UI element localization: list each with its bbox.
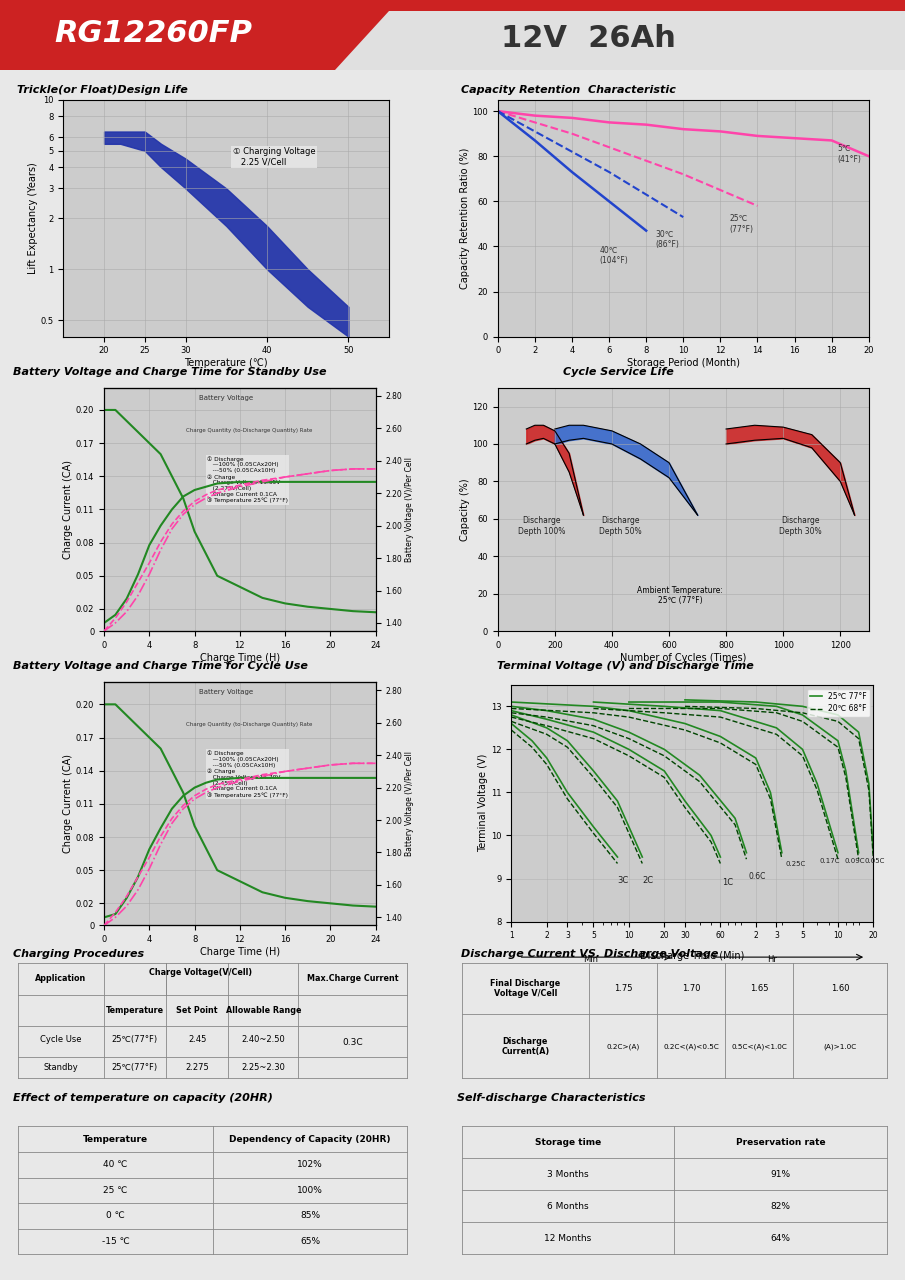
Text: 3 Months: 3 Months [548, 1170, 588, 1179]
Text: ① Discharge
   —100% (0.05CAx20H)
   ---50% (0.05CAx10H)
② Charge
   Charge Volt: ① Discharge —100% (0.05CAx20H) ---50% (0… [207, 456, 289, 503]
Text: Effect of temperature on capacity (20HR): Effect of temperature on capacity (20HR) [14, 1093, 273, 1103]
Text: Charge Voltage(V/Cell): Charge Voltage(V/Cell) [149, 968, 252, 977]
Text: -15 ℃: -15 ℃ [101, 1236, 129, 1247]
Text: 2C: 2C [643, 876, 653, 884]
Text: 0.2C<(A)<0.5C: 0.2C<(A)<0.5C [663, 1043, 719, 1050]
Text: 1.75: 1.75 [614, 984, 633, 993]
Text: 0.17C: 0.17C [820, 859, 840, 864]
Text: 1.65: 1.65 [750, 984, 768, 993]
Text: 2.45: 2.45 [188, 1034, 206, 1043]
Text: Charge Quantity (to-Discharge Quantity) Rate: Charge Quantity (to-Discharge Quantity) … [186, 428, 312, 433]
Text: Allowable Range: Allowable Range [225, 1006, 301, 1015]
Text: 0.05C: 0.05C [864, 859, 884, 864]
Text: Set Point: Set Point [176, 1006, 218, 1015]
Text: Battery Voltage: Battery Voltage [199, 690, 253, 695]
Text: 25 ℃: 25 ℃ [103, 1185, 128, 1196]
Text: 3C: 3C [617, 876, 629, 884]
Text: Preservation rate: Preservation rate [736, 1138, 825, 1147]
Y-axis label: Charge Current (CA): Charge Current (CA) [63, 754, 73, 854]
Legend: 25℃ 77°F, 20℃ 68°F: 25℃ 77°F, 20℃ 68°F [807, 689, 870, 717]
Text: Standby: Standby [43, 1062, 78, 1071]
Text: 2.25~2.30: 2.25~2.30 [242, 1062, 285, 1071]
Y-axis label: Battery Voltage (V)/Per Cell: Battery Voltage (V)/Per Cell [405, 751, 414, 856]
Text: 1C: 1C [722, 878, 733, 887]
Text: 12V  26Ah: 12V 26Ah [500, 24, 676, 54]
Text: RG12260FP: RG12260FP [55, 19, 252, 49]
Text: 5℃
(41°F): 5℃ (41°F) [837, 145, 862, 164]
X-axis label: Number of Cycles (Times): Number of Cycles (Times) [620, 653, 747, 663]
X-axis label: Discharge Time (Min): Discharge Time (Min) [640, 951, 745, 961]
Text: Temperature: Temperature [83, 1134, 148, 1144]
Text: Hr: Hr [767, 955, 776, 964]
Text: 1.70: 1.70 [682, 984, 700, 993]
Text: Cycle Service Life: Cycle Service Life [563, 367, 674, 378]
Text: Final Discharge
Voltage V/Cell: Final Discharge Voltage V/Cell [491, 979, 560, 998]
Text: 0 ℃: 0 ℃ [106, 1211, 125, 1221]
Text: Battery Voltage: Battery Voltage [199, 396, 253, 401]
X-axis label: Charge Time (H): Charge Time (H) [200, 947, 280, 957]
Text: 25℃(77°F): 25℃(77°F) [112, 1034, 157, 1043]
Text: 64%: 64% [770, 1234, 791, 1243]
Text: Charging Procedures: Charging Procedures [14, 948, 144, 959]
Text: 40 ℃: 40 ℃ [103, 1160, 128, 1170]
Y-axis label: Capacity Retention Ratio (%): Capacity Retention Ratio (%) [460, 147, 470, 289]
Text: 0.25C: 0.25C [786, 860, 805, 867]
Text: ① Charging Voltage
   2.25 V/Cell: ① Charging Voltage 2.25 V/Cell [233, 147, 315, 166]
Y-axis label: Terminal Voltage (V): Terminal Voltage (V) [478, 754, 488, 852]
Text: Application: Application [35, 974, 87, 983]
Text: Max.Charge Current: Max.Charge Current [307, 974, 398, 983]
Y-axis label: Charge Current (CA): Charge Current (CA) [63, 460, 73, 559]
Text: (A)>1.0C: (A)>1.0C [824, 1043, 857, 1050]
Text: Battery Voltage and Charge Time for Standby Use: Battery Voltage and Charge Time for Stan… [14, 367, 327, 378]
Y-axis label: Lift Expectancy (Years): Lift Expectancy (Years) [28, 163, 38, 274]
Text: Discharge
Depth 30%: Discharge Depth 30% [779, 516, 822, 536]
Text: ① Discharge
   —100% (0.05CAx20H)
   ---50% (0.05CAx10H)
② Charge
   Charge Volt: ① Discharge —100% (0.05CAx20H) ---50% (0… [207, 750, 289, 797]
Text: Discharge
Depth 100%: Discharge Depth 100% [519, 516, 566, 536]
X-axis label: Temperature (℃): Temperature (℃) [185, 358, 268, 369]
Text: 0.2C>(A): 0.2C>(A) [606, 1043, 640, 1050]
Text: Min: Min [584, 955, 598, 964]
Text: Cycle Use: Cycle Use [40, 1034, 81, 1043]
Text: 0.09C: 0.09C [844, 859, 865, 864]
Text: Storage time: Storage time [535, 1138, 601, 1147]
Text: Charge Quantity (to-Discharge Quantity) Rate: Charge Quantity (to-Discharge Quantity) … [186, 722, 312, 727]
Text: Battery Voltage and Charge Time for Cycle Use: Battery Voltage and Charge Time for Cycl… [14, 662, 308, 672]
Y-axis label: Battery Voltage (V)/Per Cell: Battery Voltage (V)/Per Cell [405, 457, 414, 562]
Text: 25℃
(77°F): 25℃ (77°F) [729, 214, 754, 233]
Text: 12 Months: 12 Months [544, 1234, 592, 1243]
Text: Self-discharge Characteristics: Self-discharge Characteristics [457, 1093, 645, 1103]
Y-axis label: Capacity (%): Capacity (%) [460, 479, 470, 540]
Text: 25℃(77°F): 25℃(77°F) [112, 1062, 157, 1071]
Text: Temperature: Temperature [106, 1006, 164, 1015]
Text: 40℃
(104°F): 40℃ (104°F) [600, 246, 629, 265]
Text: 91%: 91% [770, 1170, 791, 1179]
Text: 100%: 100% [297, 1185, 323, 1196]
Text: Dependency of Capacity (20HR): Dependency of Capacity (20HR) [229, 1134, 391, 1144]
Text: Discharge
Current(A): Discharge Current(A) [501, 1037, 549, 1056]
Text: 6 Months: 6 Months [548, 1202, 588, 1211]
Polygon shape [0, 0, 905, 70]
Text: Discharge
Depth 50%: Discharge Depth 50% [599, 516, 642, 536]
Text: Discharge Current VS. Discharge Voltage: Discharge Current VS. Discharge Voltage [462, 948, 719, 959]
X-axis label: Charge Time (H): Charge Time (H) [200, 653, 280, 663]
X-axis label: Storage Period (Month): Storage Period (Month) [627, 358, 739, 369]
Text: 82%: 82% [770, 1202, 791, 1211]
Text: 102%: 102% [297, 1160, 323, 1170]
Text: 0.6C: 0.6C [749, 872, 767, 881]
Text: Ambient Temperature:
25℃ (77°F): Ambient Temperature: 25℃ (77°F) [637, 585, 723, 605]
Text: 30℃
(86°F): 30℃ (86°F) [655, 230, 680, 250]
Text: 65%: 65% [300, 1236, 320, 1247]
Text: 0.5C<(A)<1.0C: 0.5C<(A)<1.0C [731, 1043, 787, 1050]
Text: 2.40~2.50: 2.40~2.50 [242, 1034, 285, 1043]
Text: 1.60: 1.60 [831, 984, 850, 993]
Text: Terminal Voltage (V) and Discharge Time: Terminal Voltage (V) and Discharge Time [497, 662, 754, 672]
Text: 2.275: 2.275 [186, 1062, 209, 1071]
Polygon shape [335, 10, 905, 70]
Text: 0.3C: 0.3C [342, 1038, 363, 1047]
Text: Capacity Retention  Characteristic: Capacity Retention Characteristic [462, 84, 676, 95]
Text: 85%: 85% [300, 1211, 320, 1221]
Text: Trickle(or Float)Design Life: Trickle(or Float)Design Life [17, 84, 188, 95]
